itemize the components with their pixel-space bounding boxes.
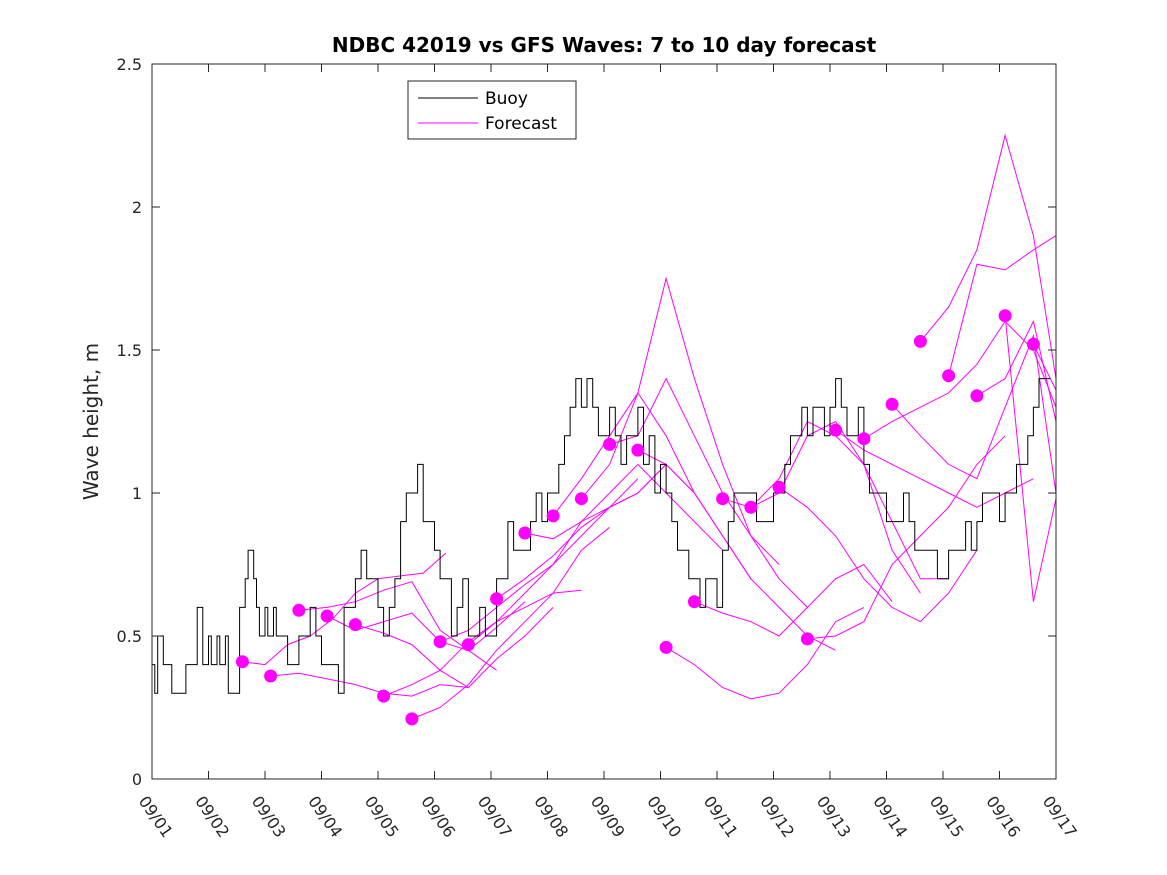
forecast-marker-15 xyxy=(659,640,673,654)
forecast-marker-11 xyxy=(546,509,560,523)
forecast-line-15 xyxy=(665,606,865,700)
forecast-marker-9 xyxy=(490,592,504,606)
legend-box xyxy=(407,80,577,140)
forecast-marker-14 xyxy=(631,443,645,457)
forecast-line-10 xyxy=(524,463,723,551)
forecast-line-5 xyxy=(383,589,582,697)
legend-label-forecast: Forecast xyxy=(485,114,557,134)
forecast-marker-16 xyxy=(687,595,701,609)
forecast-marker-8 xyxy=(461,638,475,652)
forecast-marker-0 xyxy=(235,655,249,669)
forecast-marker-10 xyxy=(518,526,532,540)
forecast-marker-22 xyxy=(857,432,871,446)
legend-label-buoy: Buoy xyxy=(485,89,528,109)
legend: Buoy Forecast xyxy=(407,80,577,140)
forecast-line-4 xyxy=(355,607,554,689)
forecast-line-26 xyxy=(976,319,1057,422)
y-tick-label: 2.5 xyxy=(117,55,142,74)
forecast-marker-25 xyxy=(942,369,956,383)
y-tick-label: 0 xyxy=(132,770,142,789)
forecast-marker-19 xyxy=(772,480,786,494)
forecast-line-18 xyxy=(750,420,949,580)
forecast-marker-13 xyxy=(603,437,617,451)
forecast-line-0 xyxy=(242,552,447,666)
forecast-line-23 xyxy=(891,333,1057,494)
y-tick-label: 1 xyxy=(132,484,142,503)
forecast-marker-5 xyxy=(377,689,391,703)
forecast-marker-26 xyxy=(970,389,984,403)
y-tick-label: 2 xyxy=(132,198,142,217)
forecast-line-7 xyxy=(439,478,639,643)
plot-data xyxy=(152,133,1057,726)
forecast-marker-2 xyxy=(292,603,306,617)
forecast-marker-20 xyxy=(800,632,814,646)
buoy-line xyxy=(152,378,1051,694)
y-tick-label: 0.5 xyxy=(117,627,142,646)
forecast-line-28 xyxy=(1032,344,1057,391)
forecast-line-24 xyxy=(920,133,1057,379)
forecast-line-6 xyxy=(411,526,610,720)
y-axis-label: Wave height, m xyxy=(79,343,103,500)
forecast-marker-3 xyxy=(320,609,334,623)
forecast-marker-6 xyxy=(405,712,419,726)
forecast-line-16 xyxy=(694,563,893,637)
forecast-marker-24 xyxy=(913,334,927,348)
forecast-line-12 xyxy=(581,276,780,565)
forecast-line-25 xyxy=(948,235,1057,376)
y-tick-label: 1.5 xyxy=(117,341,142,360)
forecast-line-27 xyxy=(1004,315,1057,602)
forecast-marker-1 xyxy=(264,669,278,683)
forecast-marker-23 xyxy=(885,397,899,411)
forecast-marker-4 xyxy=(348,618,362,632)
forecast-marker-17 xyxy=(716,492,730,506)
forecast-marker-21 xyxy=(829,423,843,437)
forecast-marker-27 xyxy=(998,309,1012,323)
forecast-marker-7 xyxy=(433,635,447,649)
forecast-line-20 xyxy=(807,435,1006,640)
forecast-line-9 xyxy=(496,463,695,600)
forecast-line-21 xyxy=(835,429,1034,508)
forecast-line-1 xyxy=(270,672,469,697)
forecast-marker-12 xyxy=(574,492,588,506)
forecast-line-14 xyxy=(637,449,836,651)
forecast-marker-18 xyxy=(744,500,758,514)
chart-title: NDBC 42019 vs GFS Waves: 7 to 10 day for… xyxy=(332,33,877,57)
forecast-marker-28 xyxy=(1026,337,1040,351)
forecast-line-13 xyxy=(609,377,808,608)
